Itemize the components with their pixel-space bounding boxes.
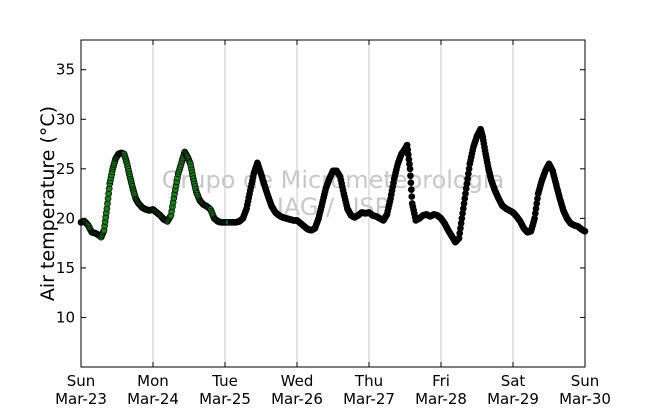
- x-tick-date-label: Mar-24: [127, 390, 179, 408]
- y-tick-label: 15: [56, 259, 75, 277]
- data-point: [407, 172, 414, 180]
- y-tick-label: 25: [56, 160, 75, 178]
- x-tick-day-label: Sun: [67, 372, 96, 390]
- x-tick-day-label: Tue: [211, 372, 238, 390]
- x-tick-day-label: Sat: [501, 372, 526, 390]
- data-point: [407, 179, 415, 187]
- y-axis-ticks: 10 15 20 25 30 35: [56, 61, 585, 326]
- y-tick-label: 10: [56, 308, 75, 326]
- vertical-grid-lines: [152, 40, 514, 367]
- y-tick-label: 20: [56, 209, 75, 227]
- y-tick-label: 30: [56, 110, 75, 128]
- x-tick-date-label: Mar-30: [559, 390, 611, 408]
- x-tick-day-label: Wed: [281, 372, 314, 390]
- x-tick-date-label: Mar-23: [55, 390, 107, 408]
- watermark: Grupo de Micrometeorologia IAG / USP: [162, 166, 504, 221]
- x-tick-day-label: Thu: [354, 372, 383, 390]
- x-tick-day-label: Sun: [571, 372, 600, 390]
- x-tick-date-label: Mar-25: [199, 390, 251, 408]
- plot-frame: [80, 39, 586, 368]
- x-tick-date-label: Mar-29: [487, 390, 539, 408]
- x-tick-day-label: Fri: [432, 372, 450, 390]
- y-axis-title: Air temperature (°C): [37, 106, 59, 301]
- x-tick-date-label: Mar-26: [271, 390, 323, 408]
- x-tick-day-label: Mon: [137, 372, 169, 390]
- data-points: [77, 125, 589, 246]
- x-axis-ticks: SunMar-23MonMar-24TueMar-25WedMar-26ThuM…: [55, 40, 611, 408]
- y-tick-label: 35: [56, 61, 75, 79]
- data-point: [406, 165, 414, 173]
- data-point: [407, 186, 415, 193]
- x-tick-date-label: Mar-28: [415, 390, 467, 408]
- x-tick-date-label: Mar-27: [343, 390, 395, 408]
- data-point: [408, 193, 416, 200]
